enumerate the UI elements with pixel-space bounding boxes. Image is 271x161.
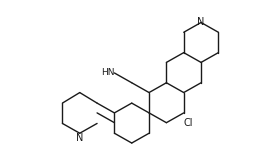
Text: N: N	[197, 18, 205, 28]
Text: N: N	[76, 133, 83, 143]
Text: Cl: Cl	[184, 118, 193, 128]
Text: HN: HN	[101, 68, 114, 77]
